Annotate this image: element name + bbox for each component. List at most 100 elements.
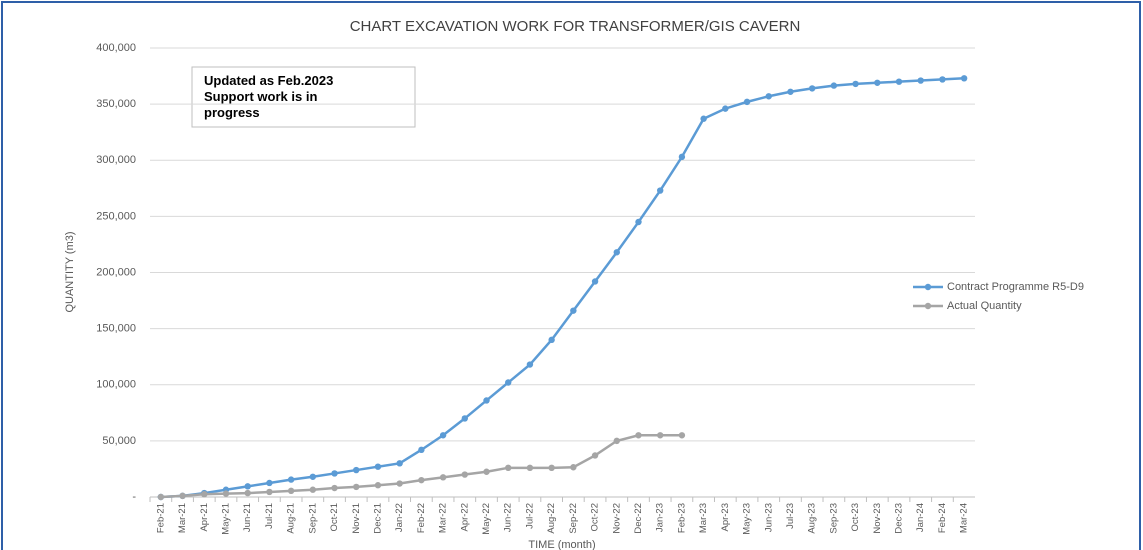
point <box>548 464 555 472</box>
legend-label: Actual Quantity <box>947 300 1022 312</box>
legend-label: Contract Programme R5-D9 <box>947 281 1084 293</box>
point <box>418 446 425 454</box>
x-tick-label: Apr-22 <box>459 503 470 532</box>
point <box>374 482 382 489</box>
y-tick-label: 150,000 <box>96 323 136 335</box>
point <box>331 470 338 477</box>
point <box>548 336 555 344</box>
series-line <box>160 77 965 499</box>
point <box>505 464 512 472</box>
point <box>157 493 165 501</box>
x-tick-label: Dec-23 <box>894 503 905 534</box>
y-tick-label: 250,000 <box>96 210 136 222</box>
x-tick-label: Jun-22 <box>503 503 514 532</box>
point <box>939 76 946 83</box>
point <box>635 218 642 226</box>
x-tick-label: Sep-23 <box>828 503 839 534</box>
point <box>917 77 924 84</box>
x-tick-label: May-23 <box>742 503 753 535</box>
x-tick-label: Sep-22 <box>568 503 579 534</box>
point <box>287 476 295 483</box>
x-tick-label: Mar-22 <box>438 503 449 533</box>
x-tick-label: Jan-23 <box>655 503 666 532</box>
y-tick-label: 300,000 <box>96 154 136 166</box>
point <box>874 79 881 86</box>
y-axis-label: QUANTITY (m3) <box>64 231 76 312</box>
point <box>613 437 620 445</box>
x-tick-label: Jan-22 <box>394 503 405 532</box>
point <box>353 483 360 491</box>
point <box>591 452 599 459</box>
point <box>309 486 317 493</box>
x-tick-label: Oct-22 <box>590 503 601 532</box>
x-tick-label: Aug-22 <box>546 503 557 534</box>
x-tick-label: Jun-23 <box>763 503 774 532</box>
point <box>331 484 338 492</box>
point <box>678 432 686 439</box>
point <box>526 464 534 472</box>
point <box>418 476 425 484</box>
point <box>830 82 838 89</box>
legend-marker <box>924 283 932 291</box>
point <box>461 471 469 478</box>
y-tick-label: 100,000 <box>96 379 136 391</box>
x-tick-label: Oct-23 <box>850 503 861 532</box>
point <box>787 88 794 95</box>
x-tick-label: Apr-23 <box>720 503 731 532</box>
annotation: Updated as Feb.2023 <box>204 73 333 88</box>
x-tick-label: Feb-23 <box>676 503 687 533</box>
point <box>852 80 859 88</box>
point <box>353 466 360 474</box>
x-tick-label: Jul-21 <box>264 503 275 529</box>
point <box>656 187 664 194</box>
point <box>396 480 403 487</box>
x-tick-label: May-22 <box>481 503 492 535</box>
point <box>244 489 251 497</box>
point <box>483 397 490 404</box>
point <box>808 85 816 92</box>
y-tick-label: 400,000 <box>96 42 136 54</box>
point <box>591 278 599 285</box>
x-tick-label: Aug-21 <box>286 503 297 534</box>
x-tick-label: Feb-22 <box>416 503 427 533</box>
x-tick-label: Jul-22 <box>524 503 535 529</box>
point <box>700 115 707 122</box>
point <box>179 492 186 500</box>
point <box>635 432 642 439</box>
x-tick-label: Sep-21 <box>307 503 318 534</box>
point <box>439 474 447 481</box>
x-tick-label: Nov-21 <box>351 503 362 534</box>
point <box>266 479 273 487</box>
point <box>266 488 273 496</box>
chart-title: CHART EXCAVATION WORK FOR TRANSFORMER/GI… <box>350 18 801 35</box>
point <box>309 473 317 480</box>
point <box>570 464 577 471</box>
point <box>526 361 534 368</box>
legend-marker <box>924 302 932 310</box>
annotation: Support work is in <box>204 89 317 104</box>
point <box>287 487 295 495</box>
x-tick-label: Jun-21 <box>242 503 253 532</box>
x-tick-label: Jul-23 <box>785 503 796 529</box>
point <box>743 98 751 106</box>
x-tick-label: Dec-21 <box>372 503 383 534</box>
x-axis-label: TIME (month) <box>528 539 595 550</box>
point <box>439 432 447 439</box>
x-tick-label: Oct-21 <box>329 503 340 532</box>
annotation-box <box>191 66 416 128</box>
x-tick-label: Feb-24 <box>937 503 948 533</box>
y-tick-label: - <box>132 491 136 503</box>
point <box>765 93 772 100</box>
point <box>201 490 208 498</box>
point <box>678 153 686 161</box>
point <box>461 415 469 422</box>
x-tick-label: Feb-21 <box>155 503 166 533</box>
point <box>895 78 903 85</box>
x-tick-label: Dec-22 <box>633 503 644 534</box>
point <box>396 460 403 467</box>
x-tick-label: Jan-24 <box>915 503 926 532</box>
point <box>244 483 251 490</box>
point <box>374 463 382 470</box>
